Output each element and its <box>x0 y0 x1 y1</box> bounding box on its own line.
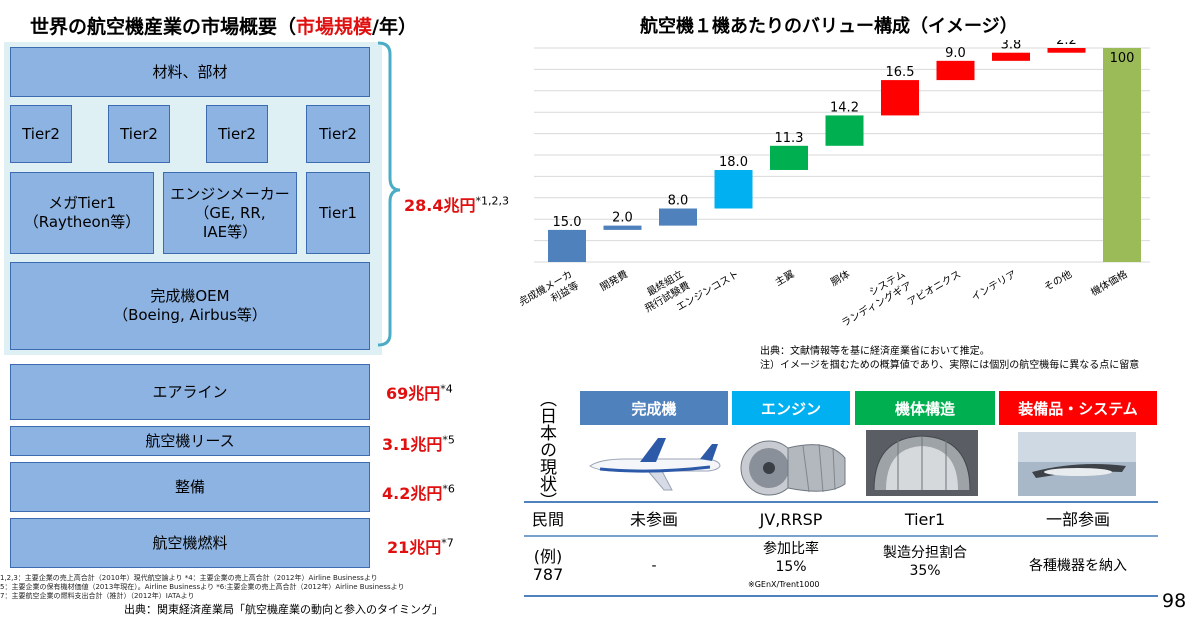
civil-systems: 一部参画 <box>1045 510 1110 529</box>
waterfall-bar <box>992 52 1030 61</box>
waterfall-chart: 15.0 2.0 8.0 18.0 11.3 14.2 16.5 9.0 3.8 2.2 100 完… <box>520 40 1150 330</box>
bar-value-label: 18.0 <box>719 155 748 170</box>
materials-box: 材料、部材 <box>10 47 370 97</box>
lease-box: 航空機リース <box>10 426 370 456</box>
category-label: 主翼 <box>773 268 796 288</box>
category-label: 開発費 <box>598 267 630 293</box>
row-label-example: (例) 787 <box>532 547 564 584</box>
footnote-1: 1,2,3：主要企業の売上高合計（2010年）現代航空論より *4：主要企業の売… <box>0 574 378 582</box>
tier2-box-2: Tier2 <box>108 105 170 163</box>
example-airframe: - <box>651 558 657 574</box>
oem-box: 完成機OEM （Boeing, Airbus等） <box>10 262 370 350</box>
chart-title: 航空機１機あたりのバリュー構成（イメージ） <box>640 16 1018 37</box>
bar-value-label: 8.0 <box>668 194 689 209</box>
chart-source: 出典：文献情報等を基に経済産業省において推定。 <box>760 346 990 357</box>
category-label: その他 <box>1042 267 1074 293</box>
waterfall-bar <box>1103 48 1141 262</box>
chart-note: 注）イメージを掴むための概算値であり、実際には個別の航空機毎に異なる点に留意 <box>760 360 1140 371</box>
left-source: 出典：関東経済産業局「航空機産業の動向と参入のタイミング」 <box>124 603 443 616</box>
header-structure: 機体構造 <box>855 391 995 425</box>
bar-value-label: 9.0 <box>945 46 966 61</box>
example-engine: 参加比率 15% <box>763 541 819 575</box>
airline-value: 69兆円*4 <box>386 382 453 403</box>
japan-status-label: （日本の現状） <box>536 390 556 509</box>
example-structure: 製造分担割合 35% <box>883 545 967 579</box>
mega-tier1-box: メガTier1 （Raytheon等） <box>10 172 154 254</box>
total-market-value: 28.4兆円*1,2,3 <box>404 194 509 215</box>
bar-value-label: 14.2 <box>830 100 859 115</box>
category-label: 機体価格 <box>1088 267 1129 298</box>
row-label-civil: 民間 <box>531 510 564 529</box>
tier2-box-4: Tier2 <box>306 105 370 163</box>
bar-value-label: 15.0 <box>553 215 582 230</box>
footnote-3: 7：主要航空企業の燃料支出合計（推計）（2012年）IATAより <box>0 592 195 600</box>
civil-airframe: 未参画 <box>629 510 678 529</box>
waterfall-bar <box>603 225 642 230</box>
bar-value-label: 2.0 <box>612 211 633 226</box>
maintenance-box: 整備 <box>10 462 370 512</box>
header-airframe: 完成機 <box>580 391 728 425</box>
engine-maker-box: エンジンメーカー （GE, RR, IAE等） <box>163 172 297 254</box>
tier2-box-3: Tier2 <box>206 105 268 163</box>
civil-structure: Tier1 <box>904 510 946 529</box>
bar-value-label: 2.2 <box>1056 40 1077 48</box>
civil-engine: JV,RRSP <box>759 510 823 529</box>
airline-box: エアライン <box>10 364 370 420</box>
bar-value-label: 100 <box>1110 51 1135 66</box>
left-title: 世界の航空機産業の市場概要（市場規模/年） <box>30 16 417 38</box>
engine-note: ※GEnX/Trent1000 <box>748 580 820 589</box>
waterfall-bar <box>770 145 808 170</box>
category-label: アビオニクス <box>905 268 963 308</box>
tier2-box-1: Tier2 <box>10 105 72 163</box>
bar-value-label: 16.5 <box>886 65 915 80</box>
systems-image <box>1018 432 1136 496</box>
engine-image <box>733 428 853 498</box>
bar-value-label: 3.8 <box>1001 40 1022 53</box>
airplane-image <box>580 432 728 496</box>
header-systems: 装備品・システム <box>999 391 1157 425</box>
example-systems: 各種機器を納入 <box>1029 558 1127 574</box>
lease-value: 3.1兆円*5 <box>382 433 455 454</box>
waterfall-bar <box>936 60 975 81</box>
waterfall-bar <box>548 229 586 262</box>
header-engine: エンジン <box>732 391 850 425</box>
page-number: 98 <box>1162 590 1187 612</box>
waterfall-bar <box>659 208 697 226</box>
fuselage-image <box>866 430 978 496</box>
maintenance-value: 4.2兆円*6 <box>382 482 455 503</box>
category-label: インテリア <box>970 269 1019 304</box>
waterfall-bar <box>881 80 919 116</box>
bar-value-label: 11.3 <box>775 131 804 146</box>
tier1-box: Tier1 <box>306 172 370 254</box>
waterfall-bar <box>825 115 864 146</box>
waterfall-bar <box>1047 48 1086 53</box>
footnote-2: 5：主要企業の保有機材価値（2013年現在）。Airline Businessよ… <box>0 583 405 591</box>
category-label: 胴体 <box>829 268 852 288</box>
waterfall-bar <box>714 169 753 209</box>
table-lines <box>524 501 1158 597</box>
fuel-value: 21兆円*7 <box>387 536 454 557</box>
category-label: 完成機メーカ利益等 <box>520 267 581 320</box>
bracket-icon <box>377 41 401 347</box>
fuel-box: 航空機燃料 <box>10 518 370 568</box>
